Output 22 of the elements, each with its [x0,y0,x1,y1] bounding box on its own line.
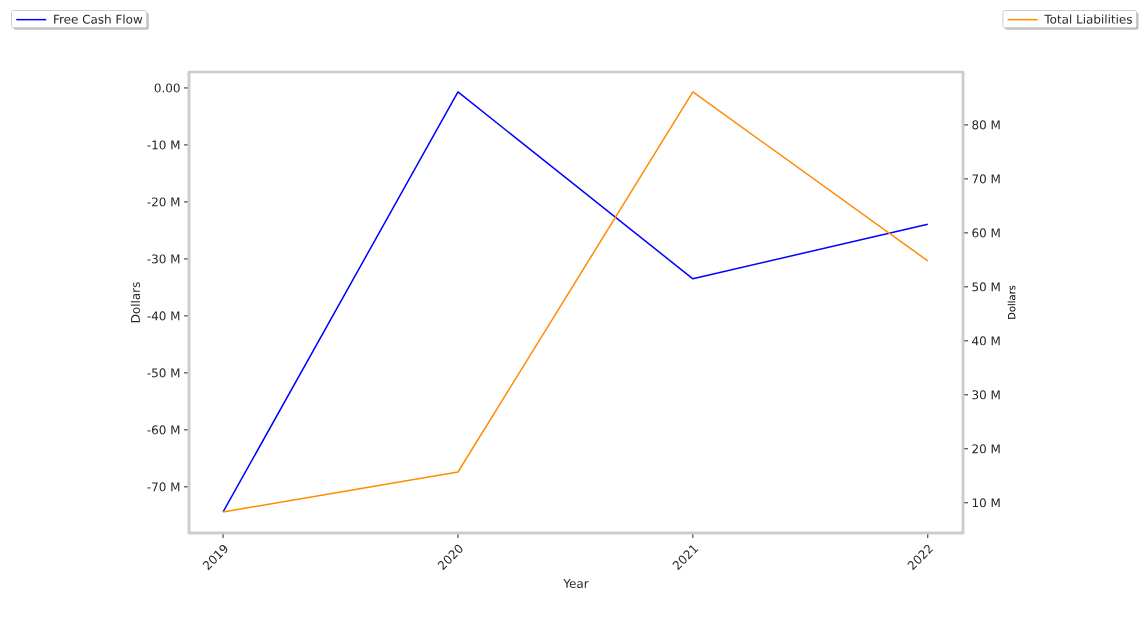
y2-tick-label: 10 M [972,498,1000,508]
x-axis-title: Year [563,579,589,588]
y-tick-label: 0.00 [154,83,180,93]
y2-tick-label: 40 M [972,336,1000,346]
y2-tick-label: 60 M [972,228,1000,238]
y2-tick-label: 80 M [972,120,1000,130]
legend-label: Free Cash Flow [54,14,143,24]
y-tick-label: -40 M [147,311,180,321]
y2-tick-label: 70 M [972,174,1000,184]
legend-label: Total Liabilities [1044,14,1132,24]
y-tick-label: -60 M [147,425,180,435]
line-series [222,91,929,513]
y2-axis-title: Dollars [1007,285,1016,319]
y-axis-title: Dollars [130,282,140,323]
y2-tick-label: 50 M [972,282,1000,292]
y-tick-label: -10 M [147,140,180,150]
y2-tick-label: 20 M [972,444,1000,454]
y2-tick-label: 30 M [972,390,1000,400]
y-tick-label: -30 M [147,254,180,264]
y-tick-label: -50 M [147,368,180,378]
y-tick-label: -20 M [147,197,180,207]
y-tick-label: -70 M [147,482,180,492]
